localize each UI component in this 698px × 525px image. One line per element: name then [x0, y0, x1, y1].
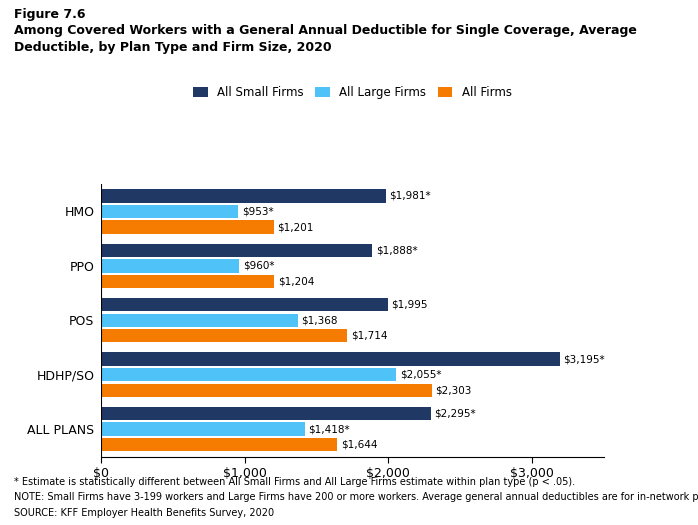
Text: $1,888*: $1,888* — [376, 245, 417, 255]
Bar — [101, 298, 387, 311]
Bar — [101, 275, 274, 288]
Text: $1,418*: $1,418* — [309, 424, 350, 434]
Bar — [101, 352, 560, 366]
Text: $1,204: $1,204 — [278, 276, 314, 287]
Text: $2,303: $2,303 — [436, 385, 472, 395]
Legend: All Small Firms, All Large Firms, All Firms: All Small Firms, All Large Firms, All Fi… — [193, 86, 512, 99]
Text: NOTE: Small Firms have 3-199 workers and Large Firms have 200 or more workers. A: NOTE: Small Firms have 3-199 workers and… — [14, 492, 698, 502]
Bar — [101, 422, 305, 436]
Bar — [101, 438, 337, 451]
Text: $1,644: $1,644 — [341, 439, 378, 449]
Bar — [101, 259, 239, 272]
Text: $2,055*: $2,055* — [400, 370, 441, 380]
Text: $2,295*: $2,295* — [434, 408, 476, 418]
Text: $1,201: $1,201 — [277, 222, 313, 232]
Text: $960*: $960* — [243, 261, 274, 271]
Text: $1,714: $1,714 — [351, 331, 387, 341]
Bar — [101, 368, 396, 381]
Text: * Estimate is statistically different between All Small Firms and All Large Firm: * Estimate is statistically different be… — [14, 477, 575, 487]
Text: Among Covered Workers with a General Annual Deductible for Single Coverage, Aver: Among Covered Workers with a General Ann… — [14, 24, 637, 37]
Bar — [101, 313, 297, 327]
Bar — [101, 329, 348, 342]
Bar — [101, 190, 386, 203]
Text: $3,195*: $3,195* — [563, 354, 605, 364]
Text: SOURCE: KFF Employer Health Benefits Survey, 2020: SOURCE: KFF Employer Health Benefits Sur… — [14, 508, 274, 518]
Text: $1,995: $1,995 — [392, 300, 428, 310]
Text: Figure 7.6: Figure 7.6 — [14, 8, 85, 21]
Bar — [101, 220, 274, 234]
Bar — [101, 407, 431, 420]
Text: $953*: $953* — [242, 206, 273, 216]
Bar — [101, 383, 432, 397]
Bar — [101, 244, 372, 257]
Text: $1,368: $1,368 — [302, 315, 338, 326]
Text: $1,981*: $1,981* — [389, 191, 431, 201]
Text: Deductible, by Plan Type and Firm Size, 2020: Deductible, by Plan Type and Firm Size, … — [14, 41, 332, 54]
Bar — [101, 205, 238, 218]
